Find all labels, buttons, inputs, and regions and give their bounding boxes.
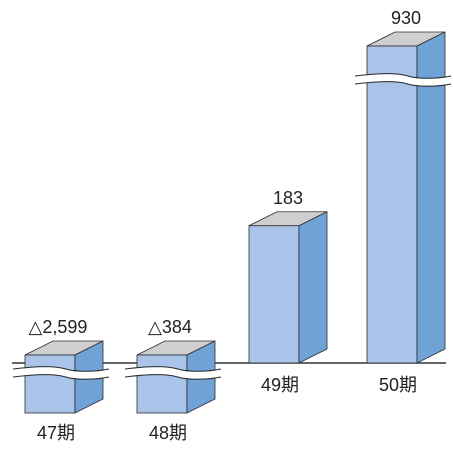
axis-break-line bbox=[12, 374, 110, 380]
category-label-47期: 47期 bbox=[37, 423, 75, 443]
bar-front-face bbox=[366, 45, 418, 364]
category-label-48期: 48期 bbox=[149, 423, 187, 443]
category-label-50期: 50期 bbox=[379, 375, 417, 395]
bar-49期 bbox=[248, 211, 328, 364]
axis-break-line bbox=[354, 73, 452, 79]
axis-break-line bbox=[124, 366, 222, 372]
value-label-50期: 930 bbox=[391, 8, 421, 28]
value-label-49期: 183 bbox=[273, 188, 303, 208]
bar-48期 bbox=[124, 340, 222, 414]
bar-front-face bbox=[136, 354, 188, 414]
axis-break-gap bbox=[12, 367, 110, 379]
category-label-49期: 49期 bbox=[261, 375, 299, 395]
value-label-47期: △2,599 bbox=[29, 317, 88, 337]
bar-50期 bbox=[354, 31, 452, 364]
axis-break-gap bbox=[124, 367, 222, 379]
bar-side-face bbox=[416, 31, 446, 364]
axis-break-line bbox=[12, 366, 110, 372]
bar-47期 bbox=[12, 340, 110, 414]
axis-break-gap bbox=[354, 74, 452, 86]
bar-front-face bbox=[24, 354, 76, 414]
bars-group bbox=[12, 31, 452, 414]
value-label-48期: △384 bbox=[148, 317, 192, 337]
bar-front-face bbox=[248, 225, 300, 364]
axis-break-line bbox=[124, 374, 222, 380]
axis-break-line bbox=[354, 81, 452, 87]
bar-side-face bbox=[298, 211, 328, 364]
labels-group: △2,599 47期 △384 48期 183 49期 930 50期 bbox=[29, 8, 421, 443]
